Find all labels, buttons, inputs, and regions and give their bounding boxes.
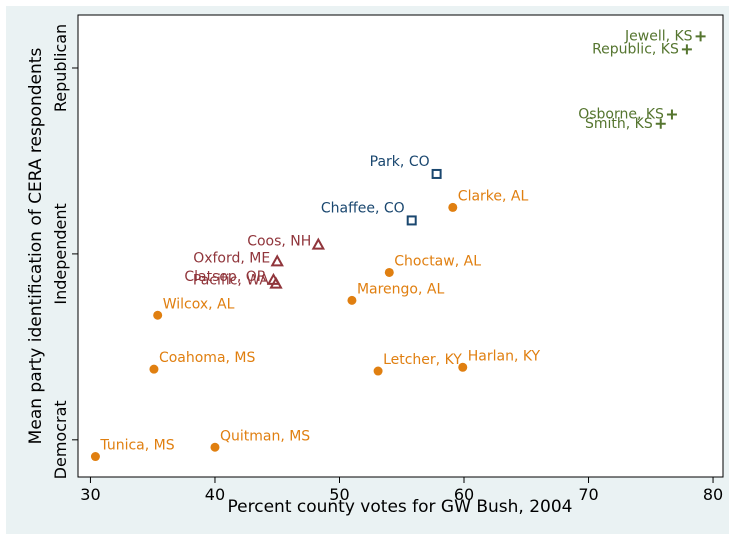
point (153, 310, 163, 320)
point-label: Smith, KS (585, 116, 653, 132)
x-tick-label: 30 (80, 485, 100, 504)
point (373, 366, 383, 376)
point (666, 109, 677, 120)
point (269, 276, 283, 289)
point-label: Osborne, KS (578, 106, 664, 122)
point-label: Marengo, AL (357, 281, 445, 297)
point (448, 202, 458, 212)
point (681, 44, 692, 55)
x-tick-label: 70 (578, 485, 598, 504)
point (210, 442, 220, 452)
point (149, 364, 159, 374)
point-label: Republic, KS (592, 41, 679, 57)
point-label: Tunica, MS (99, 438, 174, 454)
x-tick-label: 60 (454, 485, 474, 504)
point (347, 295, 357, 305)
point (655, 118, 666, 129)
point (406, 215, 417, 226)
point-label: Park, CO (370, 154, 430, 170)
point-label: Coahoma, MS (159, 350, 256, 366)
y-axis-title: Mean party identification of CERA respon… (26, 48, 46, 445)
point-label: Quitman, MS (220, 428, 310, 444)
point-label: Clarke, AL (458, 188, 529, 204)
point-label: Oxford, ME (193, 250, 270, 266)
x-tick-label: 40 (205, 485, 225, 504)
x-axis-title: Percent county votes for GW Bush, 2004 (228, 497, 573, 517)
point-label: Letcher, KY (383, 352, 462, 368)
point-label: Clatsop, OR (184, 269, 266, 285)
plot-area (77, 14, 724, 478)
point (458, 362, 468, 372)
y-tick-label: Democrat (51, 400, 70, 479)
point-label: Chaffee, CO (321, 200, 405, 216)
y-tick-label: Independent (51, 203, 70, 304)
point-label: Wilcox, AL (163, 296, 235, 312)
point-label: Coos, NH (247, 234, 311, 250)
point (90, 452, 100, 462)
point (270, 254, 284, 267)
point-label: Harlan, KY (468, 348, 541, 364)
point (695, 31, 706, 42)
y-tick-label: Republican (51, 24, 70, 112)
point (431, 168, 442, 179)
point (384, 267, 394, 277)
point-label: Pacific, WA (193, 273, 269, 289)
point-label: Jewell, KS (624, 28, 693, 44)
point-label: Choctaw, AL (394, 253, 481, 269)
x-tick-label: 80 (703, 485, 723, 504)
point (311, 237, 326, 250)
x-tick-label: 50 (329, 485, 349, 504)
